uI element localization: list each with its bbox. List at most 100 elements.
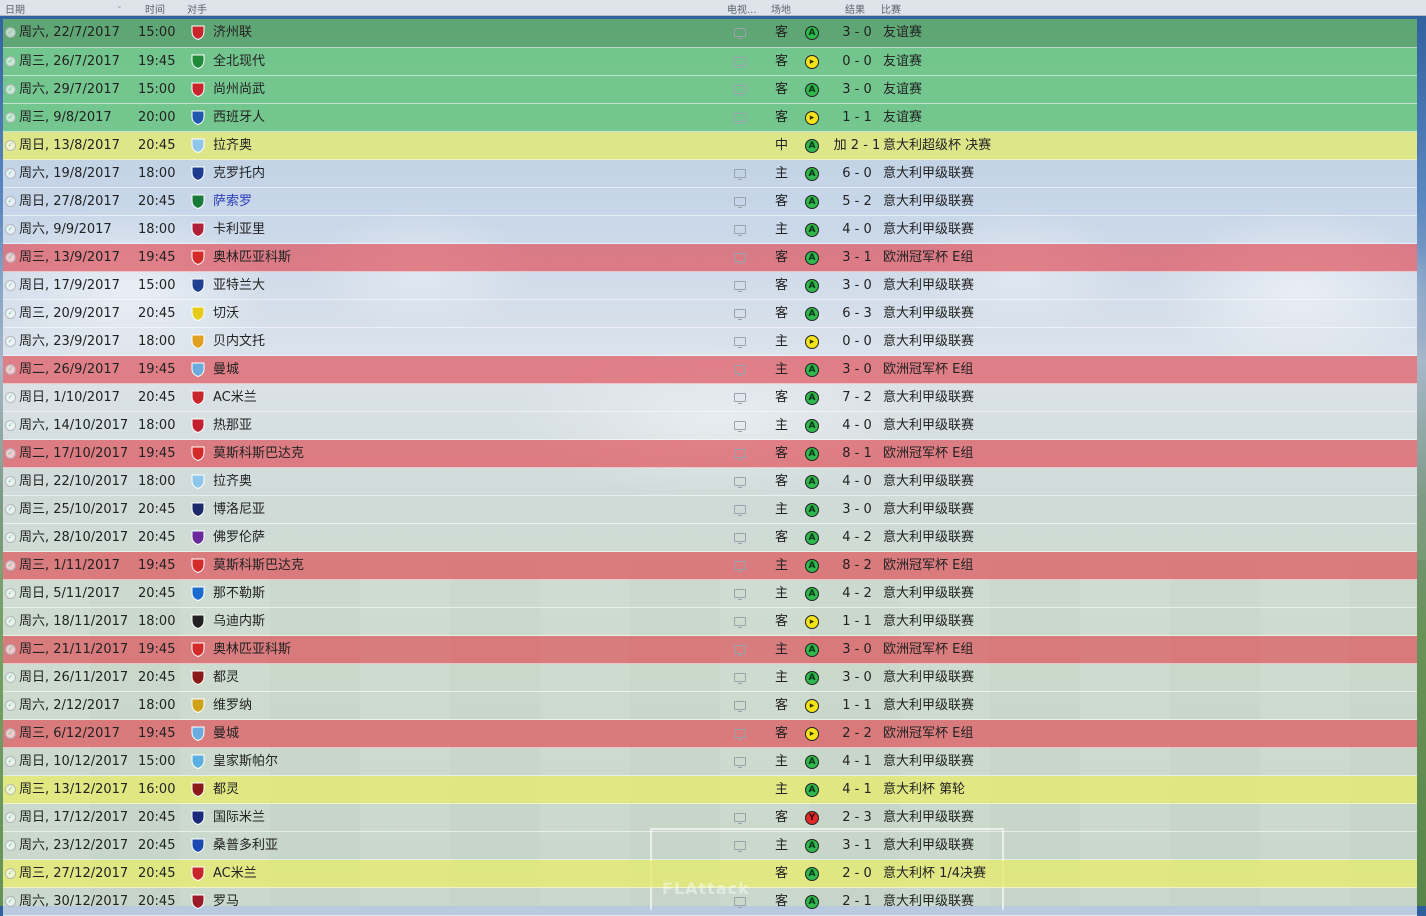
club-badge-icon[interactable] <box>191 25 205 40</box>
match-score[interactable]: 2 - 1 <box>842 894 872 909</box>
club-badge-icon[interactable] <box>191 82 205 97</box>
match-score[interactable]: 3 - 0 <box>842 82 872 97</box>
match-competition[interactable]: 欧洲冠军杯 E组 <box>883 362 974 377</box>
opponent-link[interactable]: 亚特兰大 <box>213 278 266 293</box>
club-badge-icon[interactable] <box>191 418 205 433</box>
club-badge-icon[interactable] <box>191 866 205 881</box>
club-badge-icon[interactable] <box>191 166 205 181</box>
fixture-row[interactable]: ✓ 周日, 10/12/2017 15:00 皇家斯帕尔 主 A 4 - 1 意大利甲级联赛 <box>3 748 1417 776</box>
club-badge-icon[interactable] <box>191 530 205 545</box>
match-score[interactable]: 4 - 2 <box>842 530 872 545</box>
club-badge-icon[interactable] <box>191 110 205 125</box>
match-score[interactable]: 4 - 0 <box>842 418 872 433</box>
club-badge-icon[interactable] <box>191 502 205 517</box>
fixture-row[interactable]: ✓ 周日, 1/10/2017 20:45 AC米兰 客 A 7 - 2 意大利甲级联赛 <box>3 384 1417 412</box>
fixture-row[interactable]: ✓ 周三, 6/12/2017 19:45 曼城 客 ▸ 2 - 2 欧洲冠军杯 E组 <box>3 720 1417 748</box>
match-score[interactable]: 1 - 1 <box>842 614 872 629</box>
match-competition[interactable]: 友谊赛 <box>883 110 923 125</box>
match-score[interactable]: 2 - 0 <box>842 866 872 881</box>
header-result[interactable]: 结果 <box>845 5 865 16</box>
match-competition[interactable]: 意大利甲级联赛 <box>883 530 975 545</box>
match-competition[interactable]: 意大利甲级联赛 <box>883 586 975 601</box>
fixture-row[interactable]: ✓ 周六, 19/8/2017 18:00 克罗托内 主 A 6 - 0 意大利甲级联赛 <box>3 160 1417 188</box>
fixture-row[interactable]: ✓ 周六, 23/9/2017 18:00 贝内文托 主 ▸ 0 - 0 意大利甲级联赛 <box>3 328 1417 356</box>
opponent-link[interactable]: 拉齐奥 <box>213 474 253 489</box>
match-competition[interactable]: 意大利超级杯 决赛 <box>883 138 992 153</box>
match-competition[interactable]: 意大利甲级联赛 <box>883 810 975 825</box>
match-competition[interactable]: 友谊赛 <box>883 25 923 40</box>
opponent-link[interactable]: 国际米兰 <box>213 810 266 825</box>
opponent-link[interactable]: 曼城 <box>213 726 240 741</box>
match-competition[interactable]: 意大利甲级联赛 <box>883 306 975 321</box>
fixture-row[interactable]: ✓ 周三, 20/9/2017 20:45 切沃 客 A 6 - 3 意大利甲级联赛 <box>3 300 1417 328</box>
match-score[interactable]: 8 - 1 <box>842 446 872 461</box>
club-badge-icon[interactable] <box>191 334 205 349</box>
fixture-row[interactable]: ✓ 周三, 13/9/2017 19:45 奥林匹亚科斯 客 A 3 - 1 欧洲冠军杯 E组 <box>3 244 1417 272</box>
club-badge-icon[interactable] <box>191 194 205 209</box>
match-score[interactable]: 5 - 2 <box>842 194 872 209</box>
club-badge-icon[interactable] <box>191 222 205 237</box>
match-competition[interactable]: 欧洲冠军杯 E组 <box>883 446 974 461</box>
club-badge-icon[interactable] <box>191 250 205 265</box>
fixture-row[interactable]: ✓ 周日, 27/8/2017 20:45 萨索罗 客 A 5 - 2 意大利甲级联赛 <box>3 188 1417 216</box>
club-badge-icon[interactable] <box>191 446 205 461</box>
fixture-row[interactable]: ✓ 周六, 29/7/2017 15:00 尚州尚武 客 A 3 - 0 友谊赛 <box>3 76 1417 104</box>
match-score[interactable]: 3 - 0 <box>842 25 872 40</box>
opponent-link[interactable]: 莫斯科斯巴达克 <box>213 558 305 573</box>
opponent-link[interactable]: 罗马 <box>213 894 240 909</box>
club-badge-icon[interactable] <box>191 306 205 321</box>
match-competition[interactable]: 意大利甲级联赛 <box>883 418 975 433</box>
match-score[interactable]: 0 - 0 <box>842 334 872 349</box>
match-competition[interactable]: 意大利甲级联赛 <box>883 754 975 769</box>
fixture-row[interactable]: ✓ 周二, 21/11/2017 19:45 奥林匹亚科斯 主 A 3 - 0 欧洲冠军杯 E… <box>3 636 1417 664</box>
club-badge-icon[interactable] <box>191 782 205 797</box>
match-score[interactable]: 3 - 0 <box>842 502 872 517</box>
club-badge-icon[interactable] <box>191 754 205 769</box>
match-competition[interactable]: 意大利杯 1/4决赛 <box>883 866 987 881</box>
opponent-link[interactable]: 奥林匹亚科斯 <box>213 642 292 657</box>
club-badge-icon[interactable] <box>191 894 205 909</box>
opponent-link[interactable]: 萨索罗 <box>213 194 253 209</box>
match-score[interactable]: 8 - 2 <box>842 558 872 573</box>
club-badge-icon[interactable] <box>191 138 205 153</box>
header-time[interactable]: 时间 <box>145 5 165 16</box>
opponent-link[interactable]: 热那亚 <box>213 418 253 433</box>
match-competition[interactable]: 意大利甲级联赛 <box>883 334 975 349</box>
opponent-link[interactable]: 桑普多利亚 <box>213 838 279 853</box>
match-competition[interactable]: 友谊赛 <box>883 54 923 69</box>
fixture-row[interactable]: ✓ 周三, 27/12/2017 20:45 AC米兰 客 A 2 - 0 意大利杯 1/4决… <box>3 860 1417 888</box>
match-score[interactable]: 0 - 0 <box>842 54 872 69</box>
opponent-link[interactable]: 维罗纳 <box>213 698 253 713</box>
match-score[interactable]: 3 - 0 <box>842 278 872 293</box>
match-competition[interactable]: 欧洲冠军杯 E组 <box>883 250 974 265</box>
opponent-link[interactable]: 济州联 <box>213 25 253 40</box>
club-badge-icon[interactable] <box>191 642 205 657</box>
match-competition[interactable]: 意大利甲级联赛 <box>883 670 975 685</box>
club-badge-icon[interactable] <box>191 558 205 573</box>
fixture-row[interactable]: ✓ 周日, 17/9/2017 15:00 亚特兰大 客 A 3 - 0 意大利甲级联赛 <box>3 272 1417 300</box>
match-competition[interactable]: 欧洲冠军杯 E组 <box>883 558 974 573</box>
match-score[interactable]: 3 - 1 <box>842 250 872 265</box>
fixture-row[interactable]: ✓ 周日, 17/12/2017 20:45 国际米兰 客 Y 2 - 3 意大利甲级联赛 <box>3 804 1417 832</box>
match-score[interactable]: 3 - 0 <box>842 670 872 685</box>
match-score[interactable]: 加 2 - 1 <box>833 138 881 153</box>
opponent-link[interactable]: 卡利亚里 <box>213 222 266 237</box>
match-competition[interactable]: 欧洲冠军杯 E组 <box>883 726 974 741</box>
match-competition[interactable]: 意大利甲级联赛 <box>883 222 975 237</box>
match-competition[interactable]: 意大利甲级联赛 <box>883 278 975 293</box>
match-score[interactable]: 4 - 0 <box>842 474 872 489</box>
opponent-link[interactable]: 全北现代 <box>213 54 266 69</box>
opponent-link[interactable]: AC米兰 <box>213 390 257 405</box>
fixture-row[interactable]: ✓ 周日, 13/8/2017 20:45 拉齐奥 中 A 加 2 - 1 意大利超级杯 决赛 <box>3 132 1417 160</box>
opponent-link[interactable]: 西班牙人 <box>213 110 266 125</box>
match-score[interactable]: 7 - 2 <box>842 390 872 405</box>
match-competition[interactable]: 欧洲冠军杯 E组 <box>883 642 974 657</box>
header-opponent[interactable]: 对手 <box>187 5 207 16</box>
fixture-row[interactable]: ✓ 周三, 13/12/2017 16:00 都灵 主 A 4 - 1 意大利杯 第轮 <box>3 776 1417 804</box>
opponent-link[interactable]: 拉齐奥 <box>213 138 253 153</box>
fixture-row[interactable]: ✓ 周三, 25/10/2017 20:45 博洛尼亚 主 A 3 - 0 意大利甲级联赛 <box>3 496 1417 524</box>
opponent-link[interactable]: 都灵 <box>213 670 240 685</box>
match-competition[interactable]: 意大利甲级联赛 <box>883 194 975 209</box>
opponent-link[interactable]: 奥林匹亚科斯 <box>213 250 292 265</box>
match-competition[interactable]: 意大利甲级联赛 <box>883 698 975 713</box>
